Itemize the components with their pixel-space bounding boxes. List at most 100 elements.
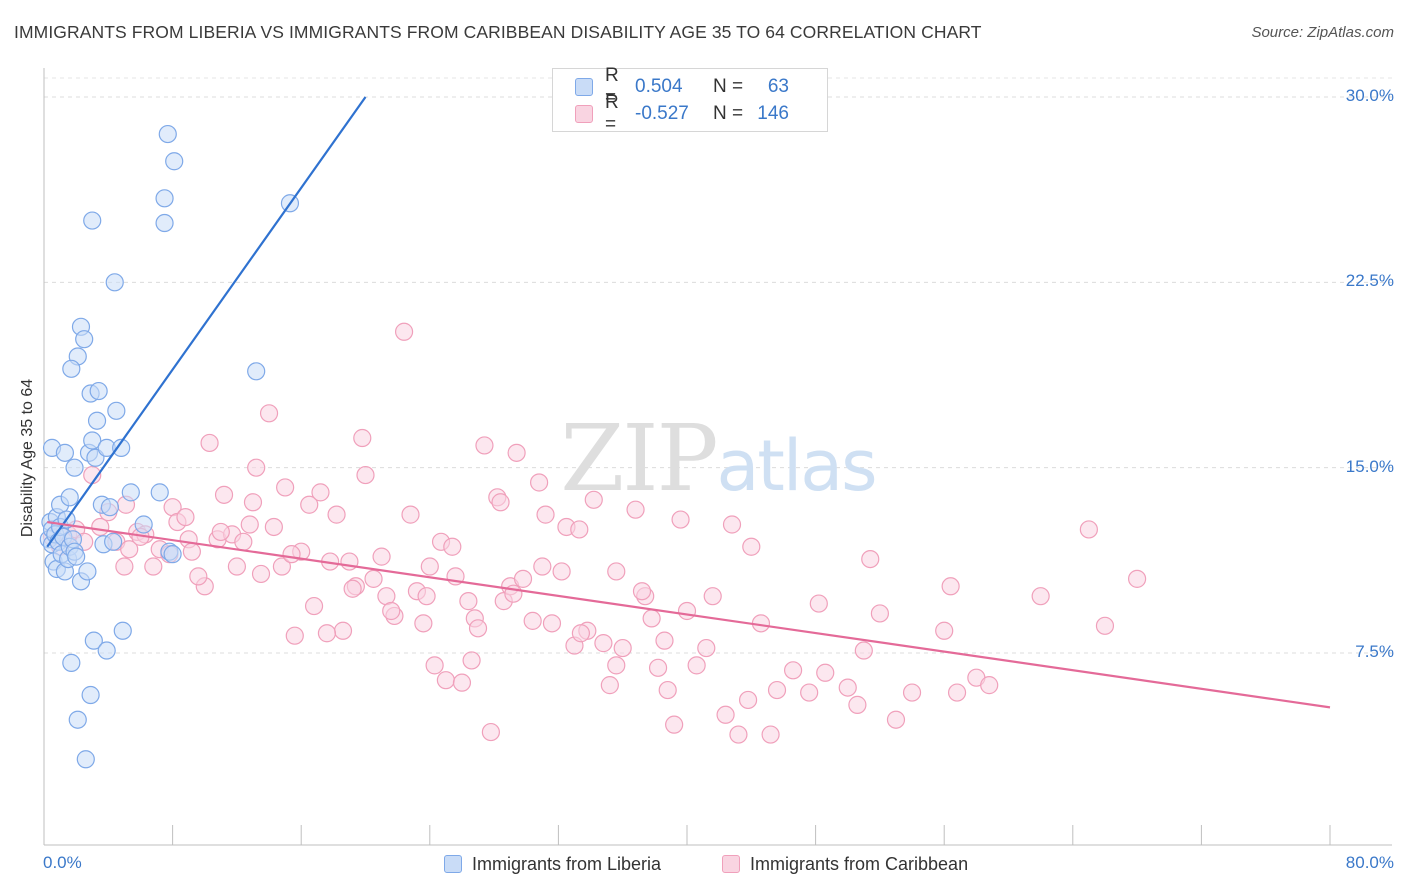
point-caribbean-44 — [353, 428, 372, 448]
point-liberia-48 — [81, 685, 100, 705]
bottom-legend-caribbean: Immigrants from Caribbean — [722, 852, 968, 876]
legend-swatch-caribbean — [575, 105, 593, 123]
legend-row-caribbean: R = -0.527 N = 146 — [575, 92, 789, 135]
point-caribbean-63 — [475, 436, 494, 455]
point-liberia-28 — [75, 330, 94, 349]
point-caribbean-104 — [800, 683, 819, 702]
point-caribbean-82 — [607, 656, 626, 675]
point-caribbean-32 — [272, 557, 292, 576]
point-liberia-55 — [83, 211, 102, 230]
point-caribbean-86 — [642, 609, 661, 628]
point-caribbean-141 — [632, 582, 652, 601]
watermark-zip: ZIP — [560, 405, 716, 512]
point-caribbean-9 — [115, 557, 134, 576]
point-liberia-62 — [247, 362, 266, 381]
point-liberia-38 — [107, 401, 126, 420]
point-liberia-47 — [78, 562, 97, 581]
point-caribbean-47 — [372, 547, 391, 566]
point-caribbean-40 — [327, 505, 346, 524]
point-caribbean-140 — [607, 562, 626, 581]
point-liberia-56 — [105, 273, 124, 292]
legend-n-value-liberia: 63 — [767, 76, 789, 97]
point-liberia-21 — [67, 547, 86, 566]
point-caribbean-38 — [311, 483, 330, 502]
point-caribbean-71 — [530, 473, 549, 492]
point-liberia-59 — [158, 124, 177, 144]
point-caribbean-134 — [443, 537, 462, 556]
point-caribbean-105 — [809, 594, 828, 613]
point-caribbean-64 — [481, 722, 500, 742]
point-liberia-49 — [84, 631, 103, 650]
chart-source: Source: ZipAtlas.com — [1251, 24, 1394, 41]
point-caribbean-51 — [401, 505, 420, 524]
point-caribbean-55 — [425, 656, 444, 675]
point-caribbean-129 — [282, 545, 301, 564]
point-caribbean-103 — [783, 661, 803, 680]
x-tick-label-max: 80.0% — [1345, 853, 1394, 872]
point-caribbean-36 — [300, 495, 319, 514]
bottom-legend-liberia: Immigrants from Liberia — [444, 852, 661, 876]
point-caribbean-13 — [144, 557, 163, 576]
point-caribbean-27 — [243, 493, 263, 512]
trend-line-liberia — [46, 96, 367, 548]
point-caribbean-106 — [816, 663, 835, 682]
point-caribbean-74 — [552, 562, 571, 581]
point-caribbean-97 — [729, 725, 748, 744]
point-liberia-57 — [155, 189, 174, 208]
point-caribbean-112 — [886, 710, 906, 729]
point-caribbean-77 — [570, 520, 589, 539]
point-caribbean-102 — [767, 680, 787, 700]
point-liberia-39 — [112, 438, 131, 457]
point-caribbean-118 — [980, 676, 999, 695]
point-liberia-53 — [68, 710, 87, 729]
point-liberia-33 — [87, 411, 107, 430]
point-caribbean-142 — [655, 631, 674, 650]
point-caribbean-45 — [356, 465, 375, 485]
point-caribbean-133 — [417, 587, 436, 606]
y-tick-label-1: 15.0% — [1345, 456, 1394, 476]
point-caribbean-29 — [251, 564, 271, 584]
point-caribbean-59 — [452, 673, 472, 692]
trend-lines — [46, 96, 1331, 709]
legend-n-value-caribbean: 146 — [757, 103, 789, 124]
bottom-legend-label-liberia: Immigrants from Liberia — [472, 853, 662, 874]
point-caribbean-69 — [513, 569, 533, 588]
point-liberia-50 — [97, 641, 116, 660]
point-caribbean-68 — [507, 443, 526, 462]
point-caribbean-139 — [571, 624, 591, 643]
point-caribbean-128 — [240, 515, 259, 534]
point-caribbean-54 — [420, 557, 439, 576]
point-caribbean-88 — [658, 680, 677, 700]
point-liberia-58 — [155, 213, 174, 233]
point-caribbean-83 — [613, 638, 632, 658]
point-liberia-43 — [150, 483, 169, 502]
point-caribbean-107 — [838, 678, 857, 697]
point-caribbean-132 — [382, 601, 401, 621]
point-liberia-60 — [165, 152, 184, 171]
watermark: ZIPatlas — [560, 405, 875, 512]
point-caribbean-60 — [459, 592, 478, 611]
point-caribbean-127 — [211, 522, 230, 542]
point-caribbean-30 — [259, 404, 279, 423]
point-caribbean-109 — [854, 641, 873, 660]
point-caribbean-114 — [935, 621, 954, 640]
point-caribbean-101 — [761, 725, 780, 744]
series-liberia-points — [39, 124, 300, 769]
point-caribbean-125 — [176, 507, 195, 527]
point-caribbean-6 — [91, 517, 110, 537]
point-liberia-54 — [76, 750, 95, 769]
point-liberia-37 — [100, 498, 120, 517]
point-caribbean-37 — [304, 596, 324, 616]
point-caribbean-108 — [848, 695, 867, 714]
point-caribbean-89 — [665, 715, 684, 734]
point-caribbean-136 — [491, 493, 510, 512]
legend-r-value-liberia: 0.504 — [635, 76, 683, 97]
point-caribbean-21 — [200, 433, 219, 453]
y-axis-label: Disability Age 35 to 64 — [19, 378, 36, 538]
point-caribbean-130 — [317, 624, 337, 643]
point-caribbean-87 — [648, 658, 668, 677]
point-caribbean-121 — [1095, 616, 1115, 635]
point-liberia-41 — [121, 483, 140, 502]
point-caribbean-92 — [687, 656, 706, 675]
